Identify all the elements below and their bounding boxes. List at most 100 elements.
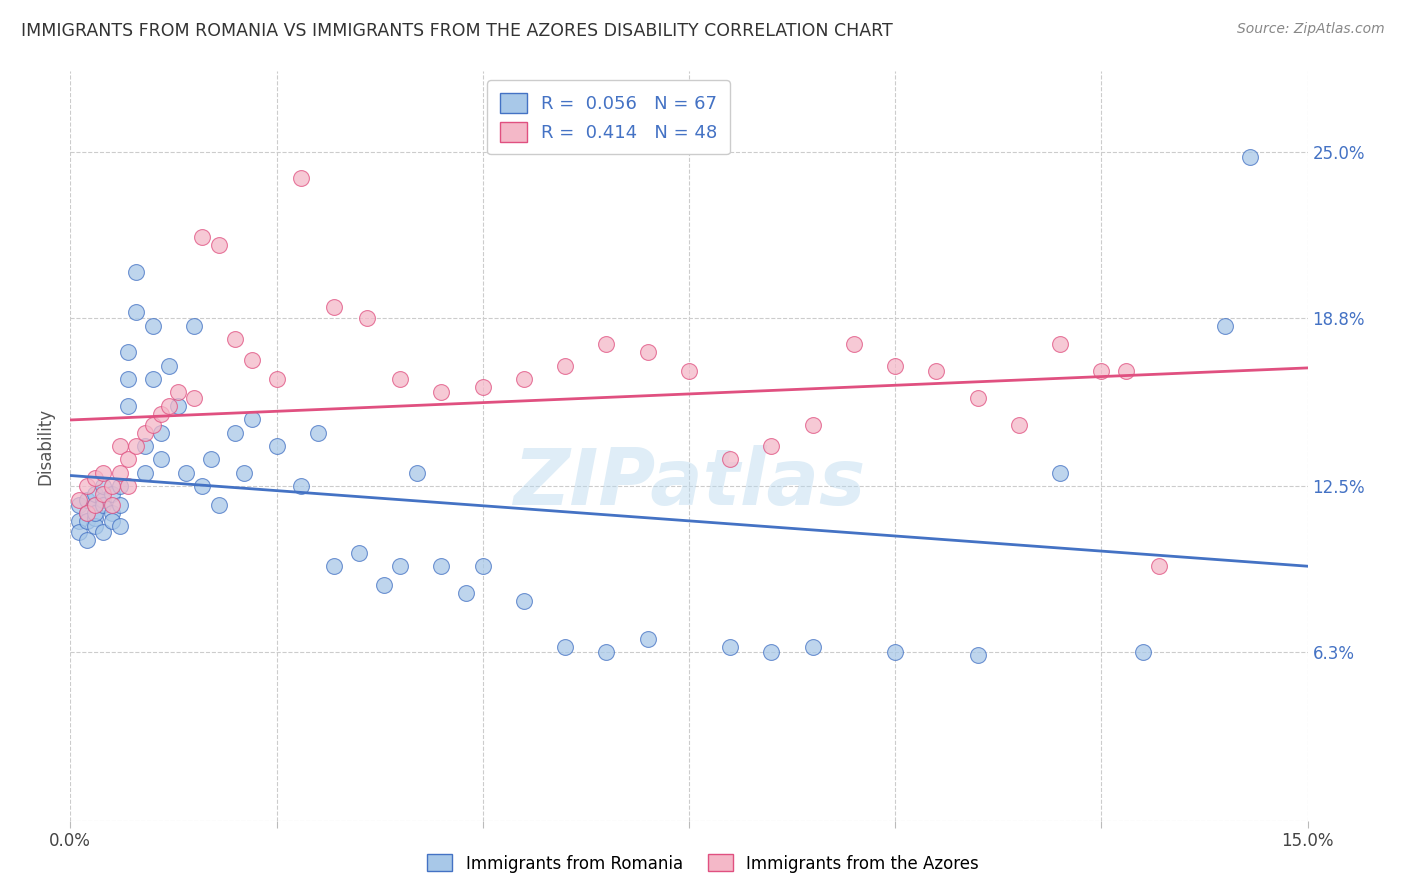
Legend: R =  0.056   N = 67, R =  0.414   N = 48: R = 0.056 N = 67, R = 0.414 N = 48 (486, 80, 730, 154)
Point (718, 640, 741, 654)
Point (117, 399, 139, 413)
Point (678, 364, 700, 378)
Point (76, 479, 98, 493)
Point (1049, 337, 1071, 351)
Point (240, 412, 263, 426)
Point (117, 479, 139, 493)
Point (637, 632, 659, 646)
Point (117, 372, 139, 386)
Point (84, 487, 107, 501)
Point (307, 425, 329, 440)
Point (1147, 559, 1170, 574)
Point (67, 514, 90, 528)
Point (595, 337, 617, 351)
Point (323, 559, 346, 574)
Point (67, 524, 90, 539)
Point (1239, 150, 1261, 164)
Point (554, 359, 576, 373)
Point (134, 439, 156, 453)
Point (1115, 364, 1137, 378)
Point (966, 391, 988, 405)
Text: Source: ZipAtlas.com: Source: ZipAtlas.com (1237, 22, 1385, 37)
Point (356, 310, 378, 325)
Point (117, 345, 139, 359)
Point (191, 479, 214, 493)
Point (290, 171, 312, 186)
Point (637, 345, 659, 359)
Point (108, 519, 131, 533)
Point (100, 479, 122, 493)
Point (430, 559, 453, 574)
Point (150, 425, 173, 440)
Point (290, 479, 312, 493)
Point (513, 594, 536, 608)
Text: IMMIGRANTS FROM ROMANIA VS IMMIGRANTS FROM THE AZORES DISABILITY CORRELATION CHA: IMMIGRANTS FROM ROMANIA VS IMMIGRANTS FR… (21, 22, 893, 40)
Point (232, 466, 254, 480)
Point (76, 533, 98, 547)
Point (925, 364, 948, 378)
Point (224, 425, 246, 440)
Point (84, 498, 107, 512)
Point (67, 498, 90, 512)
Point (266, 372, 288, 386)
Point (174, 466, 197, 480)
Point (801, 640, 824, 654)
Point (125, 265, 148, 279)
Point (134, 466, 156, 480)
Point (76, 506, 98, 520)
Point (240, 353, 263, 368)
Point (842, 337, 865, 351)
Point (183, 391, 205, 405)
Point (142, 417, 165, 432)
Point (513, 372, 536, 386)
Point (100, 514, 122, 528)
Point (91, 487, 114, 501)
Point (266, 439, 288, 453)
Point (84, 506, 107, 520)
Point (1008, 417, 1031, 432)
Point (142, 318, 165, 333)
Point (471, 380, 494, 394)
Point (76, 506, 98, 520)
Point (323, 300, 346, 314)
Point (157, 359, 180, 373)
Point (125, 305, 148, 319)
Point (1132, 645, 1154, 659)
Point (91, 479, 114, 493)
Point (157, 399, 180, 413)
Point (208, 238, 231, 252)
Point (125, 439, 148, 453)
Point (84, 498, 107, 512)
Point (389, 559, 412, 574)
Point (1090, 364, 1112, 378)
Point (347, 546, 370, 560)
Point (91, 492, 114, 507)
Point (150, 407, 173, 421)
Point (718, 452, 741, 467)
Point (117, 452, 139, 467)
Point (166, 385, 188, 400)
Point (801, 417, 824, 432)
Point (76, 492, 98, 507)
Y-axis label: Disability: Disability (37, 408, 55, 484)
Point (208, 498, 231, 512)
Point (200, 452, 222, 467)
Point (191, 230, 214, 244)
Point (100, 498, 122, 512)
Point (595, 645, 617, 659)
Point (91, 466, 114, 480)
Point (389, 372, 412, 386)
Point (108, 439, 131, 453)
Point (430, 385, 453, 400)
Point (405, 466, 427, 480)
Point (1213, 318, 1236, 333)
Point (183, 318, 205, 333)
Point (761, 439, 783, 453)
Point (884, 645, 907, 659)
Point (142, 372, 165, 386)
Point (91, 524, 114, 539)
Point (84, 511, 107, 525)
Point (108, 466, 131, 480)
Point (150, 452, 173, 467)
Point (91, 498, 114, 512)
